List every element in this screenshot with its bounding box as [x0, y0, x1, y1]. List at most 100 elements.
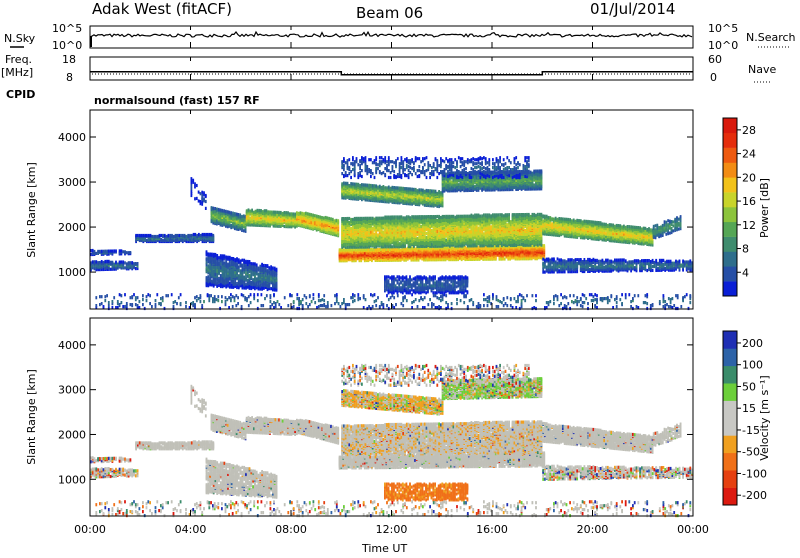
- power-cell: [383, 230, 385, 233]
- power-cell: [218, 260, 220, 263]
- nsky-label: N.Sky: [4, 32, 36, 45]
- power-cell: [436, 219, 438, 222]
- power-cell: [110, 250, 112, 253]
- power-cell: [135, 234, 137, 237]
- power-cell: [229, 282, 231, 285]
- power-cell: [427, 215, 429, 218]
- power-cell: [240, 269, 242, 272]
- power-cell: [233, 281, 235, 284]
- power-cell: [200, 192, 202, 195]
- power-cell: [413, 215, 415, 218]
- power-cell: [433, 232, 435, 235]
- power-cell: [321, 216, 323, 219]
- power-cell: [121, 260, 123, 263]
- power-cell: [310, 213, 312, 216]
- power-cell: [368, 217, 370, 220]
- power-cell: [426, 219, 428, 222]
- power-cell: [249, 274, 251, 277]
- power-cell: [92, 260, 94, 263]
- power-cell: [386, 223, 388, 226]
- power-cell: [94, 260, 96, 263]
- power-cell: [245, 283, 247, 286]
- nsearch-label: N.Search: [746, 31, 796, 44]
- power-cell: [206, 257, 208, 260]
- power-cell: [392, 215, 394, 218]
- power-cell: [160, 234, 162, 237]
- power-cell: [397, 226, 399, 229]
- power-cell: [245, 277, 247, 280]
- power-cell: [180, 234, 182, 237]
- power-cell: [234, 212, 236, 215]
- power-cell: [194, 233, 196, 236]
- power-cell: [359, 240, 361, 243]
- power-cell: [209, 253, 211, 256]
- power-cell: [258, 209, 260, 212]
- power-cell: [356, 236, 358, 239]
- power-cell: [212, 207, 214, 210]
- power-cell: [192, 179, 194, 182]
- power-cell: [294, 213, 296, 216]
- power-cell: [162, 239, 164, 242]
- power-cell: [284, 211, 286, 214]
- power-cell: [402, 224, 404, 227]
- power-cell: [366, 217, 368, 220]
- power-cell: [368, 242, 370, 245]
- power-cell: [305, 212, 307, 215]
- power-cell: [397, 221, 399, 224]
- power-cell: [160, 238, 162, 241]
- power-cell: [381, 245, 383, 248]
- power-cell: [417, 237, 419, 240]
- freq-left-tick-top: 18: [62, 53, 76, 66]
- power-cell: [175, 239, 177, 242]
- power-cell: [133, 262, 135, 265]
- power-cell: [234, 258, 236, 261]
- power-cell: [327, 216, 329, 219]
- power-cell: [216, 208, 218, 211]
- power-cell: [242, 284, 244, 287]
- power-cell: [233, 267, 235, 270]
- power-cell: [261, 263, 263, 266]
- power-cell: [238, 265, 240, 268]
- power-cell: [438, 232, 440, 235]
- power-cell: [203, 239, 205, 242]
- power-cell: [348, 236, 350, 239]
- power-cell: [108, 250, 110, 253]
- power-cell: [113, 263, 115, 266]
- power-cell: [436, 230, 438, 233]
- power-cell: [357, 217, 359, 220]
- power-cell: [350, 218, 352, 221]
- power-cell: [365, 217, 367, 220]
- power-cell: [274, 267, 276, 270]
- power-cell: [266, 209, 268, 212]
- power-cell: [278, 225, 280, 228]
- power-cell: [223, 209, 225, 212]
- power-cell: [267, 264, 269, 267]
- power-cell: [225, 277, 227, 280]
- power-cell: [220, 208, 222, 211]
- power-cell: [220, 265, 222, 268]
- power-cell: [381, 239, 383, 242]
- power-cell: [407, 252, 409, 255]
- power-cell: [422, 215, 424, 218]
- power-cell: [227, 216, 229, 219]
- power-cell: [309, 213, 311, 216]
- power-cell: [122, 260, 124, 263]
- power-cell: [250, 286, 252, 289]
- power-cell: [274, 280, 276, 283]
- power-cell: [124, 261, 126, 264]
- power-cell: [203, 197, 205, 200]
- power-cell: [115, 249, 117, 252]
- power-cell: [399, 242, 401, 245]
- power-cell: [289, 212, 291, 215]
- power-cell: [442, 215, 444, 218]
- power-cell: [264, 220, 266, 223]
- power-cell: [189, 238, 191, 241]
- power-cell: [520, 247, 522, 250]
- power-cell: [243, 259, 245, 262]
- power-cell: [406, 215, 408, 218]
- power-cell: [203, 191, 205, 194]
- power-cell: [348, 221, 350, 224]
- power-cell: [314, 214, 316, 217]
- power-cell: [168, 234, 170, 237]
- power-cell: [214, 207, 216, 210]
